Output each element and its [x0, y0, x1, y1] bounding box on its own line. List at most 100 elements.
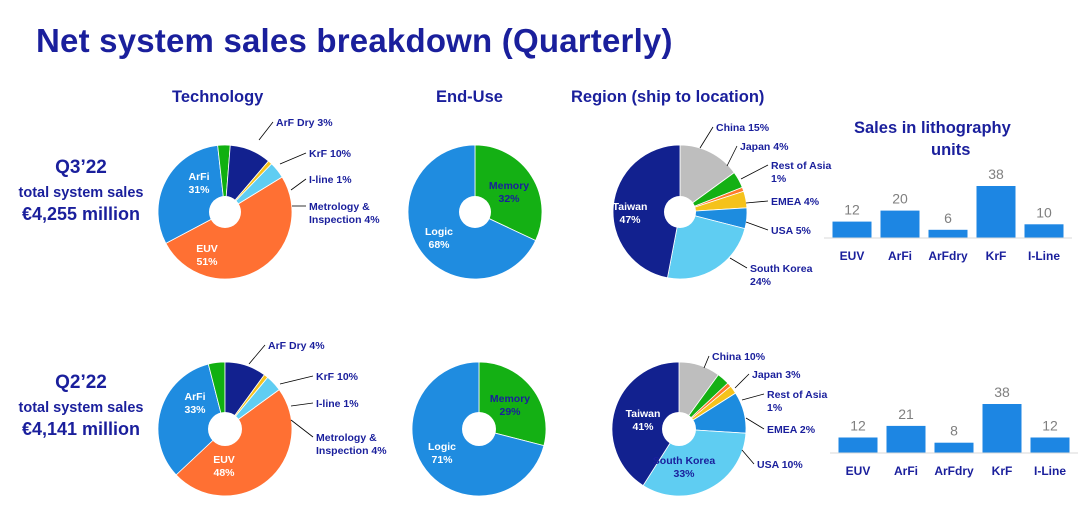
slice-label-taiwan: Taiwan 41%: [626, 408, 661, 433]
bar-arfi: [886, 425, 926, 453]
bar-value-label: 10: [1036, 204, 1052, 220]
period-label: Q2’22: [55, 372, 107, 393]
pie-end-use-q3-22: Memory 32% Logic 68%: [407, 144, 543, 280]
bar-value-label: 12: [850, 418, 866, 434]
units-header-line1: Sales in lithography: [854, 119, 1011, 137]
bar-category-label: KrF: [986, 249, 1007, 263]
bar-arfdry: [928, 229, 968, 238]
period-sales-value: €4,141 million: [21, 419, 141, 439]
leader-line-i-line: [290, 178, 307, 191]
bar-value-label: 12: [1042, 418, 1058, 434]
slice-china: [679, 144, 735, 213]
bar-category-label: EUV: [840, 249, 865, 263]
bar-euv: [832, 221, 872, 238]
slice-label-china: China 15%: [716, 122, 770, 134]
slice-label-arfi: ArFi 33%: [184, 391, 206, 416]
bar-chart-units-q3-22: 12 EUV 20 ArFi 6 ArFdry 38 KrF 10 I-Line: [824, 166, 1072, 263]
leader-line-arf-dry: [258, 121, 274, 141]
bar-arfdry: [934, 442, 974, 453]
bar-i-line: [1030, 437, 1070, 453]
slice-label-south-korea: South Korea 24%: [750, 263, 813, 288]
slice-label-i-line: I-line 1%: [316, 398, 359, 410]
slice-arfi: [157, 144, 226, 244]
leader-line-china: [703, 355, 710, 369]
bar-category-label: ArFdry: [934, 464, 974, 478]
donut-hole: [209, 196, 241, 228]
pie-region-ship-to-location-q3-22: China 15% Japan 4% Rest of Asia 1% EMEA 4% US…: [613, 122, 832, 288]
slice-memory: [478, 361, 547, 447]
bar-value-label: 8: [950, 423, 958, 439]
leader-line-emea: [745, 417, 765, 430]
leader-line-metrology-inspection: [290, 419, 314, 438]
slice-memory: [474, 144, 543, 242]
leader-line-krf: [279, 375, 314, 385]
slice-metrology-inspection: [224, 163, 283, 213]
slice-label-usa: USA 5%: [771, 225, 812, 237]
bar-category-label: ArFi: [888, 249, 912, 263]
period-sales-caption: total system sales: [18, 185, 144, 201]
slice-label-japan: Japan 3%: [752, 369, 801, 381]
leader-line-japan: [726, 145, 738, 167]
slice-euv: [165, 176, 293, 280]
end-use-header: End-Use: [436, 88, 503, 106]
slice-label-arf-dry: ArF Dry 4%: [268, 340, 325, 352]
period-sales-value: €4,255 million: [21, 204, 141, 224]
leader-line-emea: [745, 200, 769, 204]
technology-header: Technology: [172, 88, 264, 106]
leader-line-rest-of-asia: [740, 164, 769, 180]
slice-label-usa: USA 10%: [757, 459, 803, 471]
slice-label-japan: Japan 4%: [740, 141, 789, 153]
bar-value-label: 38: [988, 166, 1004, 182]
leader-line-south-korea: [729, 257, 748, 269]
slice-label-logic: Logic 68%: [425, 226, 453, 251]
bar-category-label: ArFdry: [928, 249, 968, 263]
pie-region-ship-to-location-q2-22: China 10% Japan 3% Rest of Asia 1% EMEA 2% US…: [611, 351, 827, 497]
slice-label-rest-of-asia: Rest of Asia 1%: [771, 160, 831, 185]
period-block-q3: Q3’22 total system sales €4,255 million: [6, 157, 156, 225]
slice-label-rest-of-asia: Rest of Asia 1%: [767, 389, 827, 414]
slice-label-china: China 10%: [712, 351, 766, 363]
donut-hole: [462, 412, 496, 446]
slice-label-arf-dry: ArF Dry 3%: [276, 117, 333, 129]
period-label: Q3’22: [55, 157, 107, 178]
slice-label-i-line: I-line 1%: [309, 174, 352, 186]
slice-label-emea: EMEA 2%: [767, 424, 816, 436]
bar-category-label: KrF: [992, 464, 1013, 478]
slice-label-emea: EMEA 4%: [771, 196, 820, 208]
period-block-q2: Q2’22 total system sales €4,141 million: [6, 372, 156, 440]
slice-taiwan: [612, 144, 681, 279]
leader-line-japan: [734, 373, 750, 389]
leader-line-i-line: [290, 402, 314, 407]
page-title: Net system sales breakdown (Quarterly): [36, 22, 673, 59]
slice-metrology-inspection: [224, 376, 280, 430]
donut-hole: [664, 196, 696, 228]
bar-category-label: I-Line: [1034, 464, 1066, 478]
slice-label-euv: EUV 48%: [213, 454, 235, 479]
leader-line-arf-dry: [248, 344, 266, 365]
pie-end-use-q2-22: Memory 29% Logic 71%: [411, 361, 547, 497]
slice-label-memory: Memory 32%: [489, 180, 529, 205]
bar-value-label: 6: [944, 210, 952, 226]
leader-line-rest-of-asia: [741, 393, 765, 401]
bar-value-label: 38: [994, 384, 1010, 400]
bar-arfi: [880, 210, 920, 238]
slice-label-taiwan: Taiwan 47%: [613, 201, 648, 226]
bar-krf: [982, 404, 1022, 453]
bar-chart-units-q2-22: 12 EUV 21 ArFi 8 ArFdry 38 KrF 12 I-Line: [830, 384, 1078, 478]
slice-label-south-korea: South Korea 33%: [653, 455, 716, 480]
slice-label-logic: Logic 71%: [428, 441, 456, 466]
donut-hole: [208, 412, 242, 446]
leader-line-usa: [745, 221, 769, 231]
leader-line-usa: [741, 449, 755, 465]
bar-category-label: ArFi: [894, 464, 918, 478]
slice-label-metrology-inspection: Metrology & Inspection 4%: [316, 432, 387, 457]
slice-taiwan: [611, 361, 680, 487]
leader-line-china: [699, 126, 714, 149]
bar-krf: [976, 186, 1016, 238]
bar-value-label: 12: [844, 202, 860, 218]
bar-euv: [838, 437, 878, 453]
bar-category-label: I-Line: [1028, 249, 1060, 263]
slice-label-arfi: ArFi 31%: [188, 171, 210, 196]
slice-arfi: [157, 363, 226, 476]
bar-value-label: 21: [898, 406, 914, 422]
